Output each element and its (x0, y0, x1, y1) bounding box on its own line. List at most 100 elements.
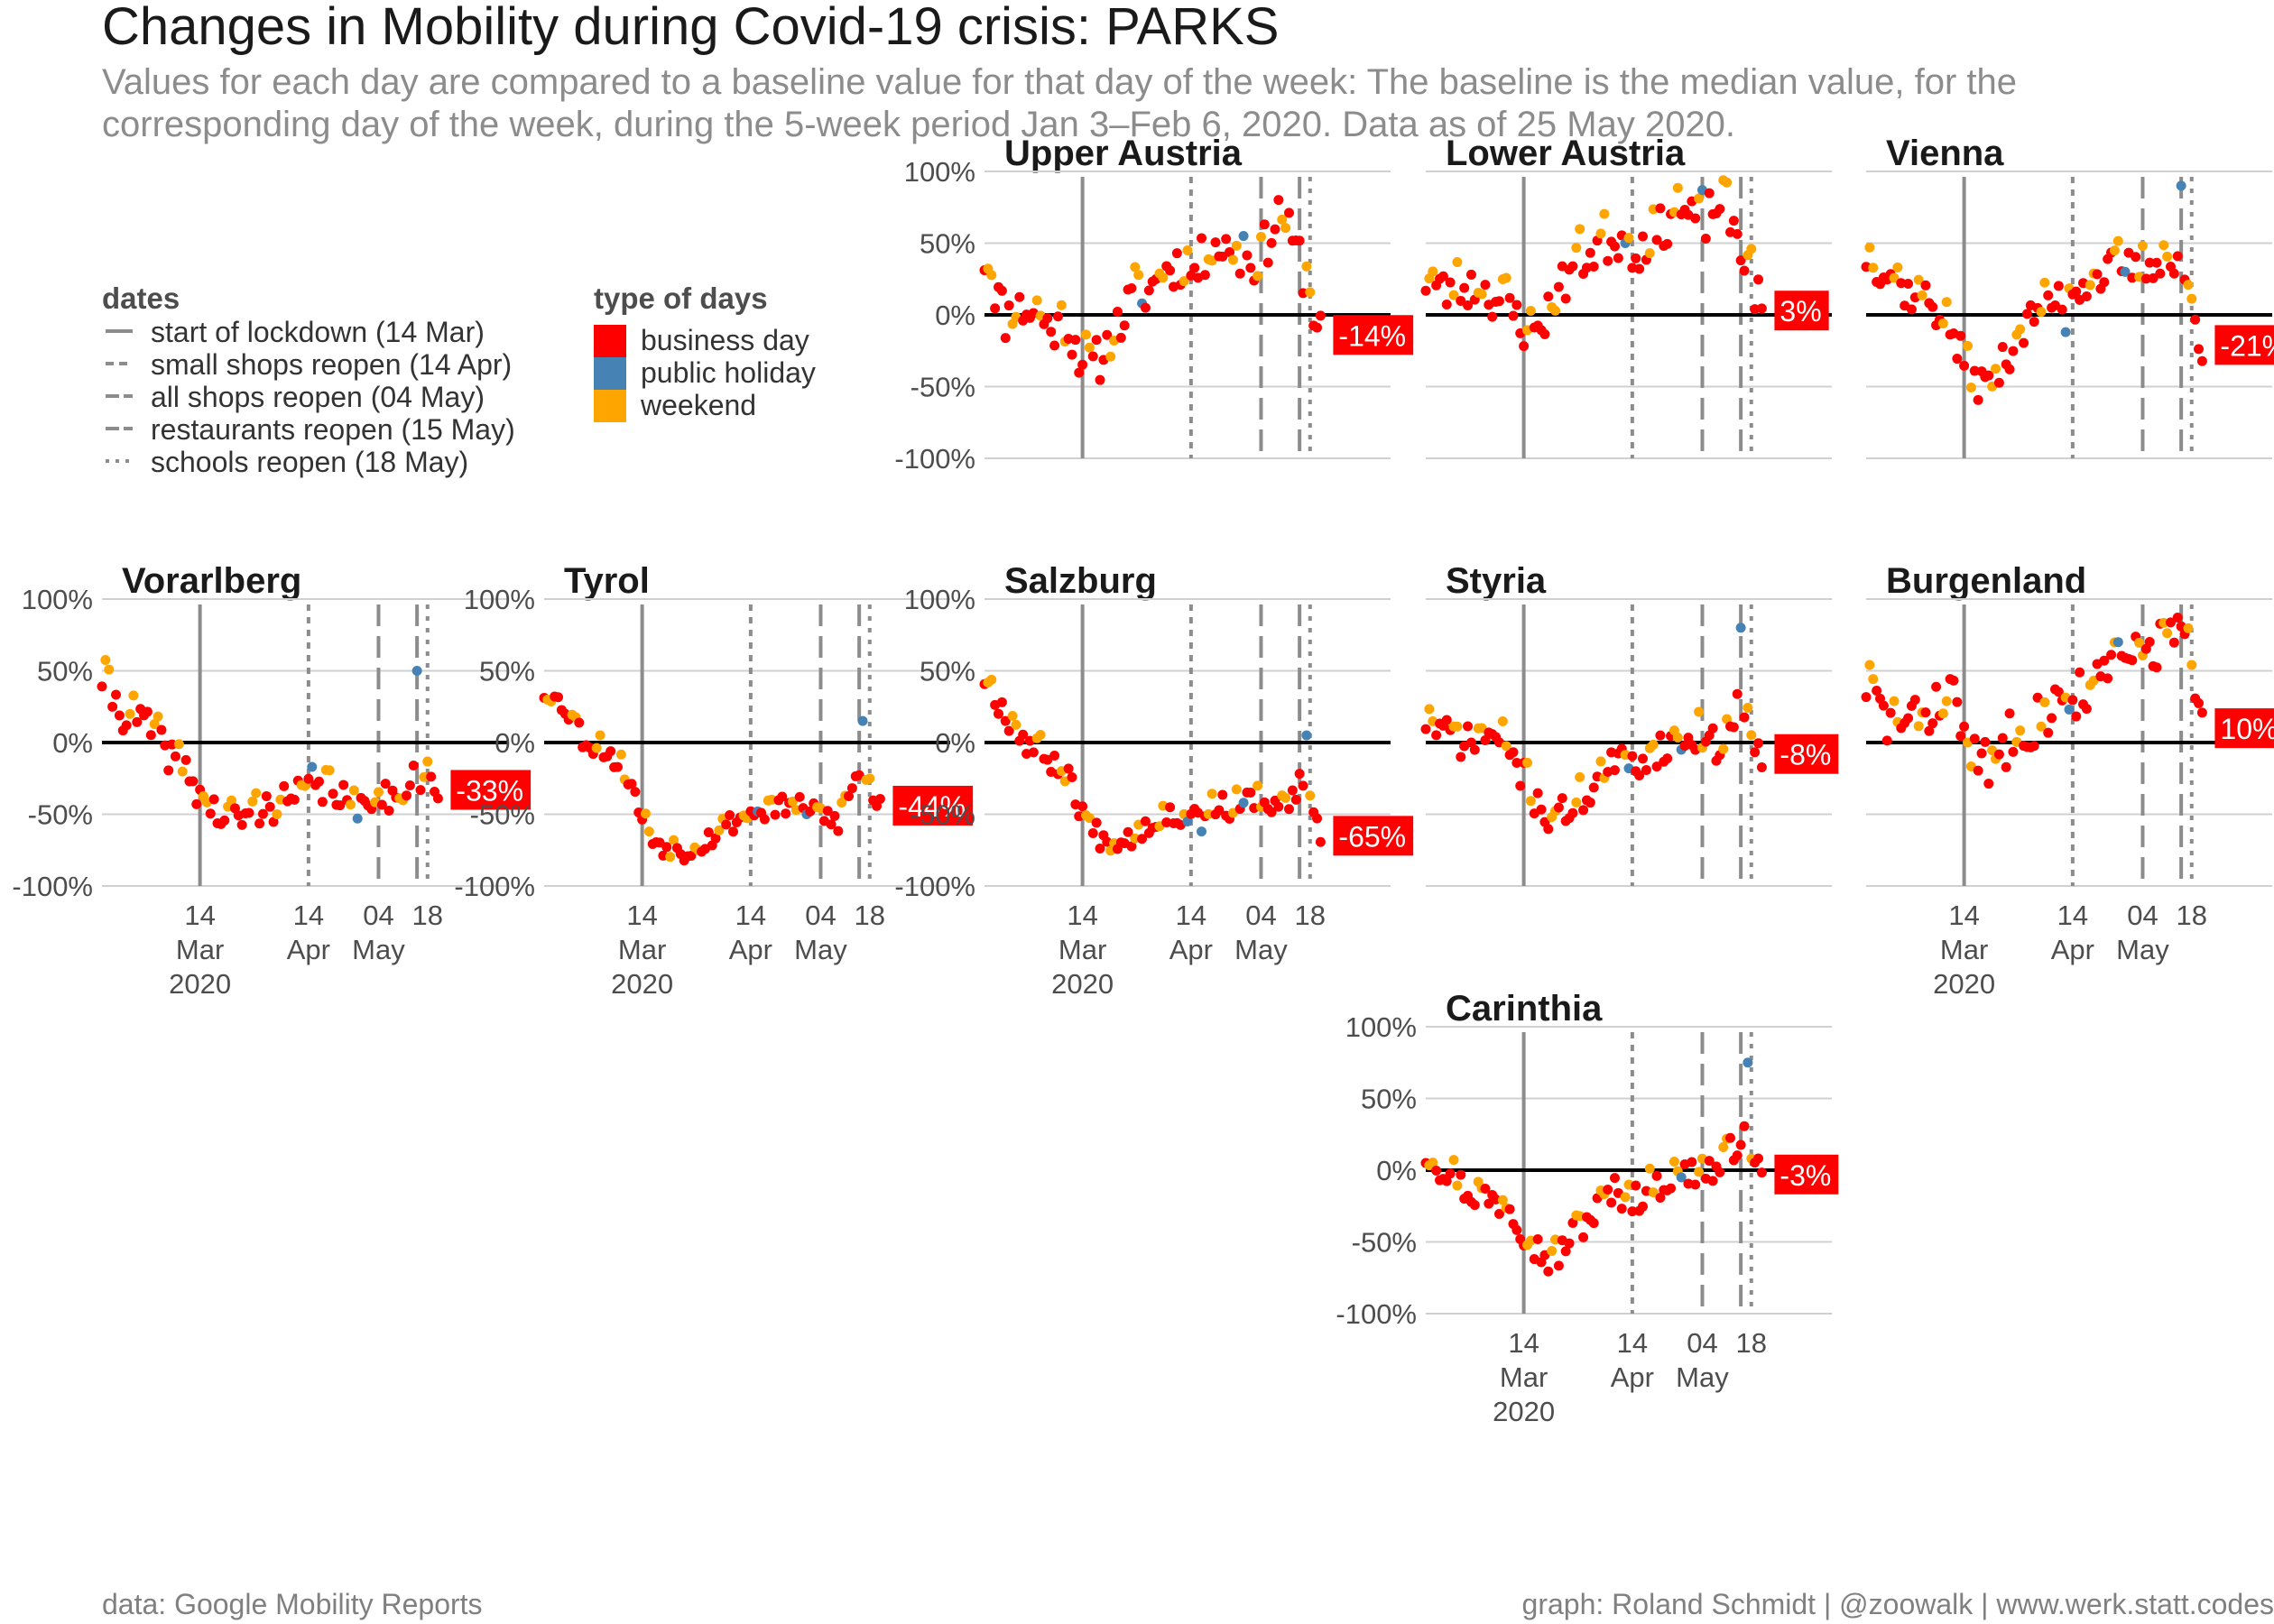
data-point (180, 754, 191, 765)
data-point (1459, 282, 1470, 293)
data-point (1739, 712, 1750, 723)
x-tick-label: 2020 (1493, 1396, 1555, 1427)
last-value-box (892, 785, 974, 826)
data-point (1756, 303, 1767, 314)
data-point (1007, 710, 1018, 721)
data-point (380, 779, 391, 789)
panel-title: Carinthia (1446, 989, 1603, 1029)
data-point (1690, 1179, 1701, 1190)
data-point (1672, 732, 1683, 743)
data-point (1456, 1169, 1466, 1180)
data-point (145, 730, 156, 741)
data-point (1305, 790, 1316, 801)
data-point (846, 783, 857, 794)
data-point (1756, 761, 1767, 772)
panel-title: Styria (1446, 561, 1547, 601)
data-point (2036, 307, 2047, 318)
data-point (1993, 377, 2004, 388)
data-point (1077, 801, 1088, 812)
data-point (1651, 235, 1662, 245)
data-point (1238, 798, 1249, 808)
data-point (1074, 367, 1085, 378)
data-point (1234, 268, 1245, 279)
data-point (1609, 1173, 1620, 1184)
data-point (1428, 1158, 1438, 1168)
data-point (307, 761, 318, 772)
panel: Vorarlberg-100%-50%0%50%100%14Mar202014A… (12, 561, 532, 1000)
x-tick-label: 2020 (611, 968, 673, 1000)
data-point (2186, 293, 2197, 304)
data-point (1262, 257, 1273, 268)
data-point (328, 789, 338, 799)
data-point (2168, 637, 2179, 648)
data-point (1266, 807, 1277, 817)
data-point (1613, 253, 1623, 263)
data-point (1214, 805, 1225, 816)
data-point (170, 751, 180, 761)
x-tick-label: 04 (1687, 1327, 1717, 1359)
data-point (177, 766, 188, 777)
data-point (1070, 335, 1081, 346)
data-point (1704, 188, 1715, 198)
data-point (727, 826, 738, 837)
data-point (1969, 734, 1980, 744)
data-point (986, 270, 997, 281)
data-point (1952, 697, 1963, 707)
data-point (1651, 761, 1662, 772)
data-point (2120, 266, 2131, 277)
data-point (1648, 739, 1659, 750)
data-point (1476, 289, 1487, 300)
data-point (794, 791, 805, 802)
data-point (781, 808, 791, 819)
data-point (2021, 309, 2032, 319)
x-tick-label: Mar (1058, 934, 1106, 965)
subtitle-line-1: Values for each day are compared to a ba… (102, 62, 2018, 102)
data-point (1525, 796, 1536, 807)
data-point (1077, 359, 1088, 370)
data-point (1718, 743, 1729, 754)
data-point (1609, 241, 1620, 252)
data-point (2029, 741, 2039, 752)
data-point (1672, 182, 1683, 193)
data-point (1903, 713, 1914, 724)
data-point (1253, 780, 1263, 791)
data-point (1595, 228, 1606, 239)
data-point (1623, 233, 1634, 244)
data-point (703, 827, 714, 838)
data-point (1525, 305, 1536, 316)
data-point (426, 771, 437, 782)
x-tick-label: 2020 (1051, 968, 1114, 1000)
last-value-box (1333, 315, 1414, 355)
panel-title: Tyrol (564, 561, 650, 601)
data-point (1437, 271, 1448, 281)
data-point (777, 791, 788, 802)
data-point (1606, 1197, 1617, 1208)
data-point (2071, 286, 2082, 297)
data-point (2060, 327, 2071, 337)
x-tick-label: May (1676, 1361, 1729, 1393)
data-point (1973, 394, 1983, 405)
data-point (244, 807, 254, 818)
data-point (226, 795, 237, 806)
data-point (404, 780, 415, 791)
data-point (1227, 254, 1238, 265)
data-point (2043, 290, 2054, 300)
data-point (1431, 730, 1442, 741)
y-tick-label: 100% (1345, 1011, 1417, 1043)
y-tick-label: 100% (464, 584, 535, 615)
data-point (1301, 261, 1312, 272)
data-point (384, 805, 394, 816)
data-point (1991, 364, 2001, 374)
data-point (1735, 623, 1746, 633)
last-value-label: -44% (898, 790, 966, 823)
data-point (1715, 204, 1725, 215)
data-point (1305, 287, 1316, 298)
data-point (759, 814, 770, 825)
caption-author: graph: Roland Schmidt | @zoowalk | www.w… (1521, 1588, 2274, 1620)
data-point (2067, 695, 2078, 706)
data-point (1063, 763, 1074, 774)
data-point (1651, 1170, 1662, 1181)
data-point (1700, 234, 1711, 245)
x-tick-label: 14 (626, 900, 657, 931)
data-point (1420, 724, 1431, 734)
